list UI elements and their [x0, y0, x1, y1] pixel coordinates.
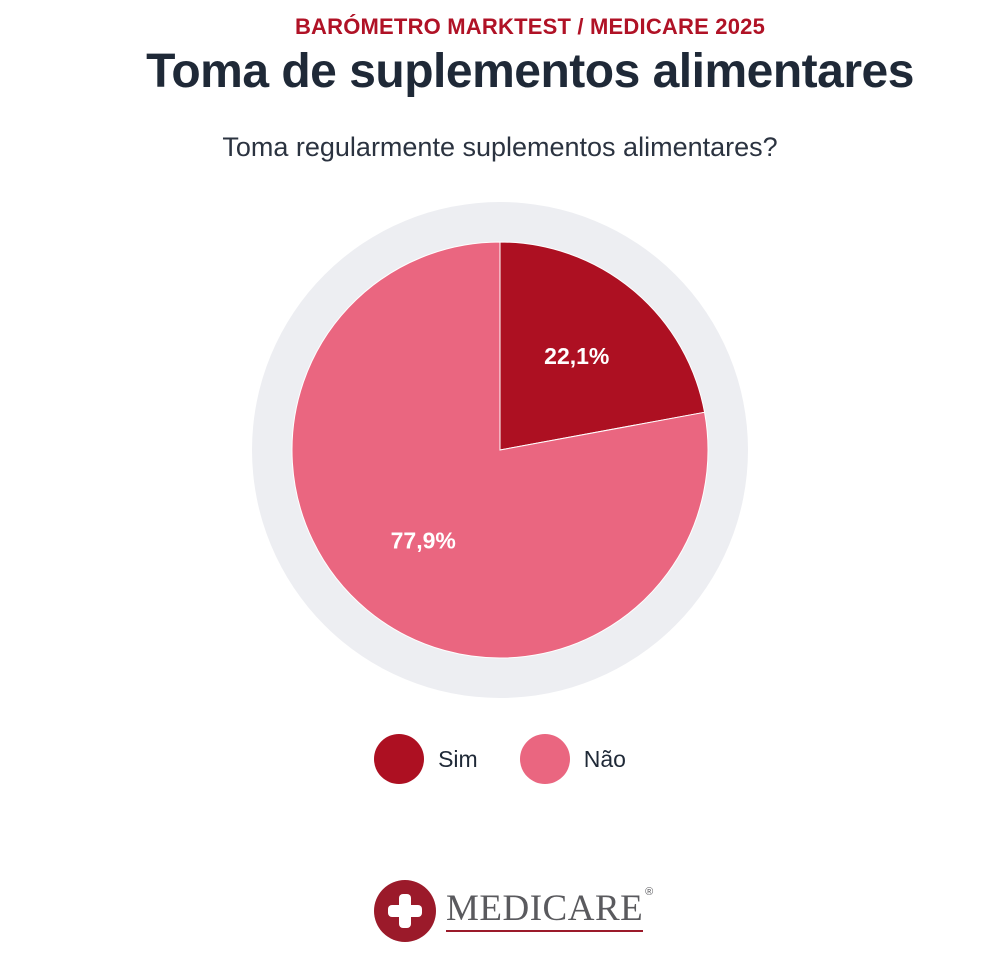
legend-swatch-sim [374, 734, 425, 784]
logo-registered-mark: ® [645, 886, 654, 898]
pie-slice-nao [291, 241, 709, 659]
logo-wordmark: MEDICARE ® [446, 886, 653, 932]
logo-underline [446, 930, 644, 932]
chart-kicker: BARÓMETRO MARKTEST / MEDICARE 2025 [294, 14, 766, 39]
logo-text: MEDICARE [446, 888, 644, 929]
page-title: Toma de suplementos alimentares [146, 45, 914, 98]
legend-item-nao: Não [519, 734, 626, 784]
chart-question: Toma regularmente suplementos alimentare… [222, 132, 778, 162]
chart-legend: Sim Não [0, 733, 1000, 785]
legend-label-sim: Sim [438, 745, 478, 772]
legend-swatch-nao [519, 734, 570, 784]
pie-slice-sim [499, 241, 706, 451]
pie-slice-label: 77,9% [391, 527, 456, 553]
medicare-logo: MEDICARE ® [374, 880, 653, 942]
medical-cross-icon [374, 880, 436, 942]
legend-label-nao: Não [583, 745, 626, 772]
pie-slice-labels: 22,1% 77,9% [391, 343, 610, 553]
legend-item-sim: Sim [374, 734, 478, 784]
pie-slice-label: 22,1% [544, 343, 609, 369]
pie-slices [291, 241, 709, 659]
